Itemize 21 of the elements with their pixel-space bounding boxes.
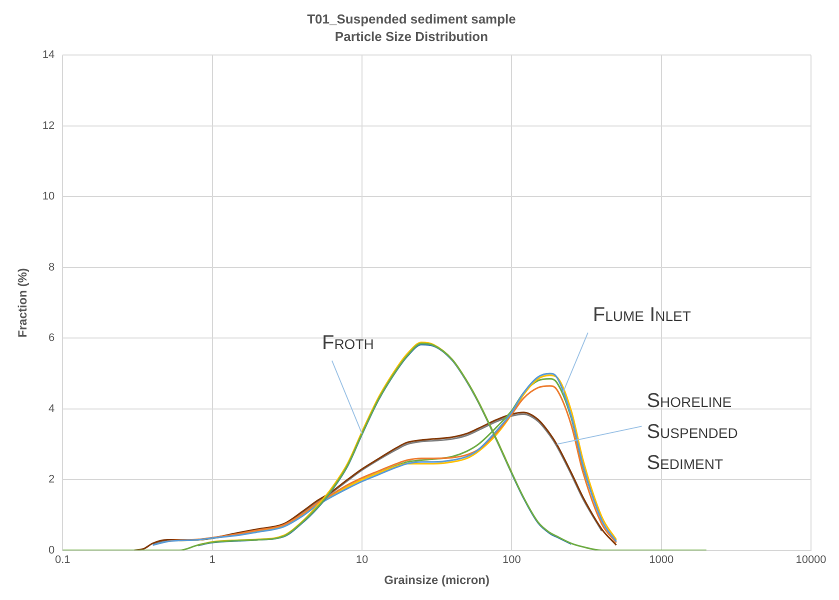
y-tick-label: 12 [42, 120, 55, 132]
chart-title: T01_Suspended sediment sample [307, 11, 516, 26]
x-tick-label: 1000 [649, 554, 674, 566]
y-tick-label: 0 [48, 544, 55, 556]
x-tick-label: 10 [356, 554, 368, 566]
x-tick-label: 100 [502, 554, 521, 566]
y-tick-label: 6 [48, 332, 55, 344]
chart-subtitle: Particle Size Distribution [334, 28, 488, 44]
y-tick-label: 2 [48, 474, 55, 486]
y-tick-label: 10 [42, 190, 55, 203]
y-axis-title: Fraction (%) [16, 268, 30, 338]
x-tick-label: 0.1 [54, 554, 70, 566]
annotation: Flume Inlet [592, 304, 692, 326]
y-tick-label: 4 [48, 402, 55, 415]
annotation: Froth [322, 332, 374, 354]
x-axis-title: Grainsize (micron) [384, 573, 490, 588]
annotation: Shoreline Suspended Sediment [646, 390, 738, 474]
x-tick-label: 1 [209, 554, 216, 566]
x-tick-label: 10000 [796, 554, 826, 566]
y-tick-label: 14 [42, 49, 55, 62]
y-tick-label: 8 [48, 261, 55, 274]
